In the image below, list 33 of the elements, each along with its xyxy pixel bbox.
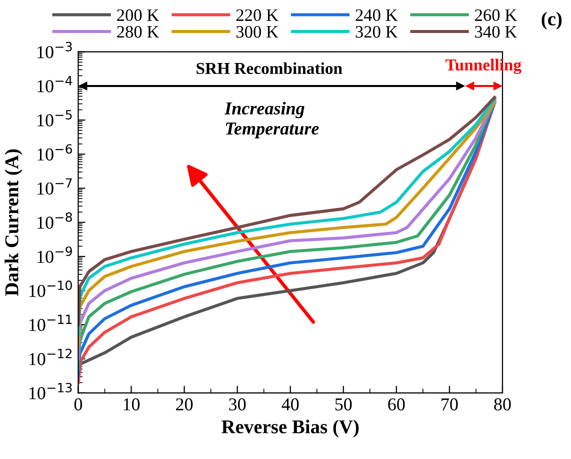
y-axis-title: Dark Current (A) — [4, 149, 22, 296]
legend-label: 300 K — [236, 26, 278, 38]
x-tick-label: 70 — [442, 398, 458, 410]
y-tick-label: 10$^{−11}$ — [29, 314, 72, 332]
y-tick-label: 10$^{−13}$ — [29, 382, 72, 400]
x-tick-label: 20 — [176, 398, 193, 410]
y-tick-label: 10$^{−4}$ — [38, 76, 72, 92]
y-tick-label: 10$^{−12}$ — [29, 348, 72, 366]
legend-label: 240 K — [356, 9, 398, 22]
legend-label: 280 K — [117, 26, 160, 38]
x-axis-title: Reverse Bias (V) — [222, 420, 359, 438]
x-tick-label: 50 — [335, 398, 352, 410]
x-tick-label: 0 — [74, 398, 82, 410]
y-tick-label: 10$^{−7}$ — [38, 178, 72, 195]
y-tick-label: 10$^{−6}$ — [38, 144, 72, 161]
x-tick-label: 60 — [388, 398, 405, 410]
x-tick-label: 80 — [494, 398, 511, 410]
legend-label: 200 K — [117, 9, 160, 22]
x-tick-label: 30 — [229, 398, 246, 410]
text: (c) — [542, 12, 562, 30]
y-tick-label: 10$^{−5}$ — [38, 110, 72, 126]
legend-label: 220 K — [236, 9, 278, 22]
y-tick-label: 10$^{−9}$ — [38, 246, 72, 263]
annotation: Increasing Temperature — [224, 102, 319, 138]
y-tick-label: 10$^{−3}$ — [38, 42, 72, 58]
y-tick-label: 10$^{−8}$ — [38, 212, 72, 229]
legend-label: 340 K — [475, 26, 517, 38]
annotation: SRH Recombination — [196, 62, 342, 74]
x-tick-label: 10 — [124, 398, 140, 410]
legend-label: 320 K — [356, 26, 398, 38]
y-tick-label: 10$^{−10}$ — [29, 280, 72, 298]
x-tick-label: 40 — [282, 398, 299, 410]
legend-label: 260 K — [475, 9, 517, 22]
